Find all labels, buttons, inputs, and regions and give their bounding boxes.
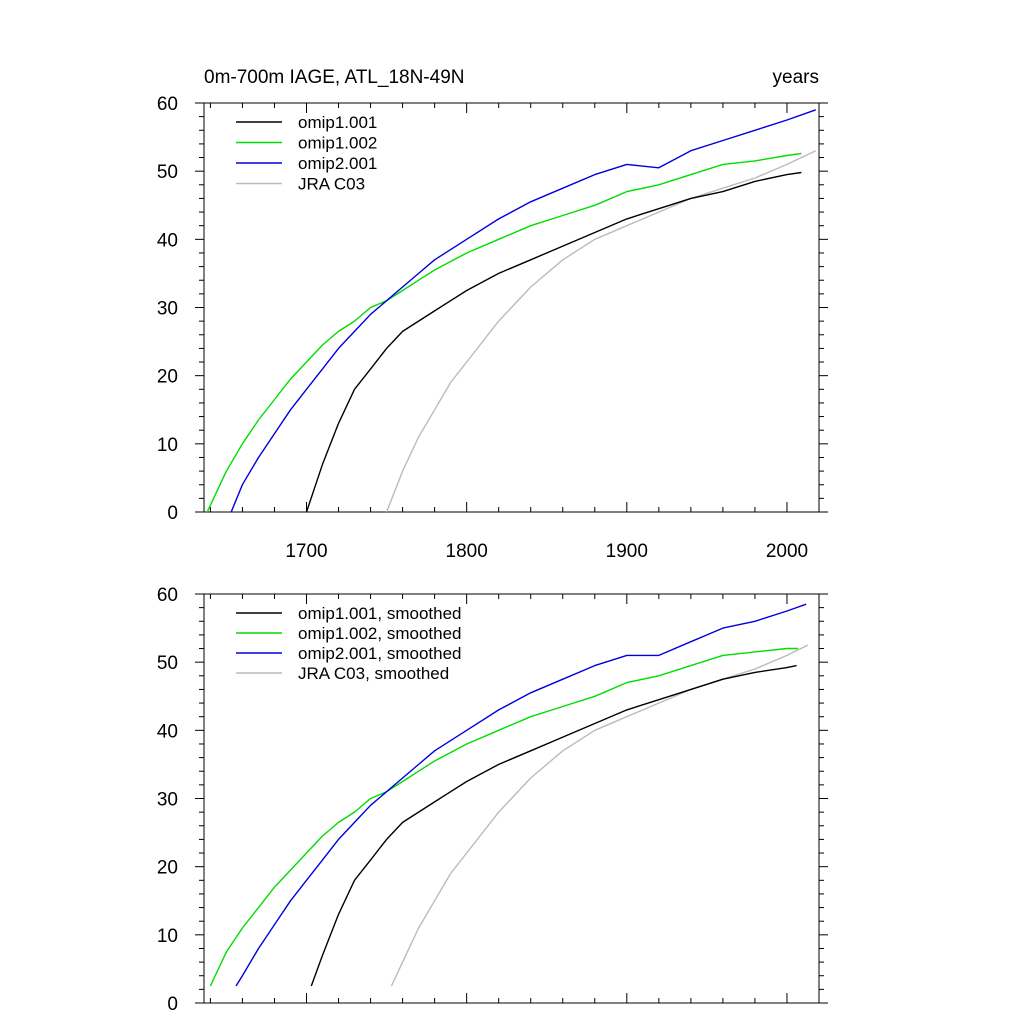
y-tick-label: 10 <box>157 435 178 456</box>
y-tick-label: 50 <box>157 653 178 674</box>
y-tick-label: 0 <box>167 503 178 524</box>
y-tick-label: 10 <box>157 926 178 947</box>
y-tick-label: 50 <box>157 162 178 183</box>
legend-label: omip1.002, smoothed <box>298 624 462 643</box>
y-tick-label: 30 <box>157 299 178 320</box>
x-tick-label: 1800 <box>446 541 488 562</box>
legend-label: omip2.001 <box>298 154 377 173</box>
series-line-omip2-001-smoothed <box>235 603 807 987</box>
x-tick-label: 1700 <box>285 541 327 562</box>
bottom-panel: 0 10 20 30 40 50 60 omip1.001, smoothedomip1.00… <box>157 585 828 1015</box>
series-line-omip1-001-smoothed <box>310 664 797 987</box>
legend-label: omip1.001 <box>298 113 377 132</box>
y-tick-label: 20 <box>157 858 178 879</box>
legend-label: JRA C03 <box>298 175 365 194</box>
series-line-omip1-002-smoothed <box>209 647 799 987</box>
y-tick-label: 20 <box>157 367 178 388</box>
series-line-omip1-001 <box>305 171 802 513</box>
x-tick-label: 2000 <box>766 541 808 562</box>
series-line-jra-c03-smoothed <box>390 644 809 987</box>
top-panel-title: 0m-700m IAGE, ATL_18N-49N <box>204 67 464 88</box>
y-tick-label: 30 <box>157 790 178 811</box>
y-tick-label: 60 <box>157 94 178 115</box>
legend-label: omip1.002 <box>298 134 377 153</box>
y-tick-label: 60 <box>157 585 178 606</box>
y-tick-label: 0 <box>167 994 178 1015</box>
x-tick-label: 1900 <box>606 541 648 562</box>
y-tick-label: 40 <box>157 721 178 742</box>
series-line-omip2-001 <box>230 109 817 513</box>
legend-label: JRA C03, smoothed <box>298 664 449 683</box>
series-line-omip1-002 <box>206 152 802 513</box>
series-line-jra-c03 <box>385 150 817 513</box>
top-panel: 0m-700m IAGE, ATL_18N-49N years 1700 1800… <box>157 67 828 562</box>
y-tick-label: 40 <box>157 230 178 251</box>
top-panel-units: years <box>773 67 819 88</box>
legend-label: omip2.001, smoothed <box>298 644 462 663</box>
legend-label: omip1.001, smoothed <box>298 604 462 623</box>
